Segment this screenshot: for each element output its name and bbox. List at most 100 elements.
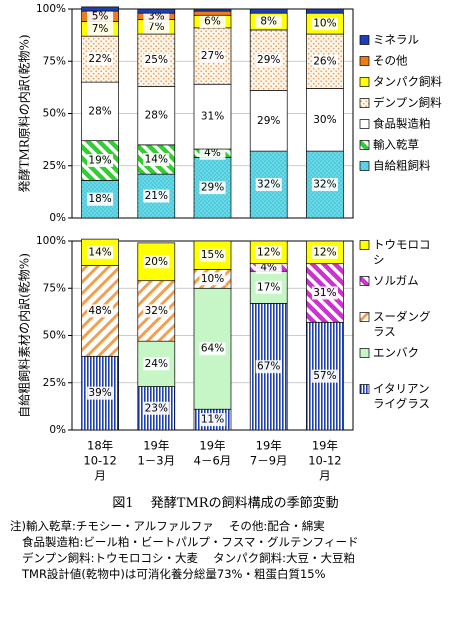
forage-y-axis-label: 自給粗飼料素材の内訳(乾物%) (17, 253, 32, 418)
forage-legend-label: イタリアン (373, 382, 430, 396)
forage-data-label: 10% (201, 273, 224, 285)
tmr-bar-segment-mineral (193, 8, 232, 12)
tmr-data-label-bg (143, 53, 170, 67)
tmr-data-label-bg (87, 9, 114, 23)
note-line-1: 注)輸入乾草:チモシー・アルファルファ その他:配合・綿実 (10, 519, 325, 533)
tmr-data-label: 25% (145, 54, 168, 66)
tmr-data-label: 21% (145, 190, 168, 202)
note-line-3: デンプン飼料:トウモロコシ・大麦 タンパク飼料:大豆・大豆粕 (22, 551, 356, 565)
tmr-data-label-bg (87, 52, 114, 66)
tmr-data-label: 29% (257, 54, 280, 66)
tmr-y-tick-label: 25% (43, 160, 66, 172)
tmr-data-label-bg (87, 22, 114, 36)
tmr-data-label: 22% (88, 53, 111, 65)
forage-y-tick-label: 50% (43, 330, 66, 342)
tmr-bar-segment-mineral (249, 8, 288, 14)
forage-legend-label: エンバク (373, 346, 419, 360)
tmr-data-label-bg (199, 146, 226, 160)
forage-legend-swatch-ryegrass (359, 384, 370, 394)
forage-data-label: 57% (313, 370, 336, 382)
tmr-data-label-bg (255, 178, 282, 192)
forage-data-label: 4% (260, 261, 277, 273)
tmr-data-label: 29% (257, 115, 280, 127)
tmr-data-label-bg (199, 49, 226, 63)
tmr-data-label: 27% (201, 50, 224, 62)
forage-data-label: 12% (313, 246, 336, 258)
forage-data-label: 31% (313, 287, 336, 299)
forage-data-label: 67% (257, 361, 280, 373)
tmr-legend-swatch-imported_hay (359, 140, 370, 150)
tmr-data-label-bg (255, 114, 282, 128)
forage-data-label: 24% (145, 358, 168, 370)
tmr-legend-swatch-home_grown (359, 161, 370, 171)
tmr-data-label: 7% (92, 23, 109, 35)
x-category-label: 月 (319, 469, 331, 483)
x-category-label: 19年 (199, 439, 225, 453)
x-category-label: 19年 (256, 439, 282, 453)
forage-legend-label-cont: ラス (373, 325, 396, 339)
forage-y-tick-label: 0% (49, 424, 66, 436)
tmr-bar-segment-mineral (137, 8, 176, 14)
tmr-data-label: 18% (88, 193, 111, 205)
forage-data-label: 17% (257, 281, 280, 293)
forage-data-label-bg (143, 401, 170, 415)
forage-data-label: 20% (145, 256, 168, 268)
tmr-data-label: 31% (201, 111, 224, 123)
tmr-data-label: 29% (201, 182, 224, 194)
forage-data-label: 12% (257, 246, 280, 258)
forage-data-label-bg (143, 357, 170, 371)
tmr-legend-label: ミネラル (373, 33, 419, 47)
tmr-data-label: 26% (313, 55, 336, 67)
note-line-4: TMR設計値(乾物中)は可消化養分総量73%・粗蛋白質15% (22, 567, 326, 581)
forage-data-label: 39% (88, 387, 111, 399)
tmr-data-label: 8% (260, 16, 277, 28)
tmr-data-label: 7% (148, 21, 165, 33)
tmr-data-label-bg (255, 53, 282, 67)
forage-legend-label: ソルガム (373, 274, 419, 288)
tmr-data-label: 10% (313, 18, 336, 30)
note-line-2: 食品製造粕:ビール粕・ビートパルプ・フスマ・グルテンフィード (22, 535, 359, 549)
x-category-label: 7－9月 (250, 454, 288, 468)
tmr-data-label: 19% (88, 155, 111, 167)
forage-data-label-bg (87, 386, 114, 400)
tmr-data-label-bg (311, 113, 338, 127)
forage-data-label-bg (143, 255, 170, 269)
forage-legend-label-cont: ライグラス (373, 397, 430, 411)
tmr-data-label-bg (87, 154, 114, 168)
forage-legend-swatch-corn (359, 240, 370, 250)
tmr-data-label-bg (199, 15, 226, 29)
tmr-data-label: 32% (313, 179, 336, 191)
tmr-data-label: 5% (92, 10, 109, 22)
forage-data-label-bg (255, 245, 282, 259)
tmr-legend-swatch-byproduct (359, 119, 370, 129)
tmr-bar-segment-mineral (306, 8, 344, 14)
forage-data-label: 32% (145, 305, 168, 317)
tmr-data-label-bg (143, 152, 170, 166)
tmr-data-label: 32% (257, 179, 280, 191)
x-category-label: 19年 (312, 439, 338, 453)
tmr-data-label-bg (255, 15, 282, 29)
tmr-data-label-bg (311, 178, 338, 192)
tmr-legend-label: タンパク飼料 (373, 75, 442, 89)
tmr-y-axis-label: 発酵TMR原料の内訳(乾物%) (17, 34, 32, 192)
tmr-legend-swatch-other (359, 56, 370, 66)
forage-legend-swatch-oat (359, 348, 370, 358)
tmr-bar-segment-other (193, 10, 232, 16)
figure-caption: 図1 発酵TMRの飼料構成の季節変動 (112, 496, 339, 511)
tmr-data-label-bg (311, 54, 338, 68)
forage-y-tick-label: 25% (43, 377, 66, 389)
tmr-bar-segment-mineral (81, 6, 119, 12)
forage-data-label-bg (255, 280, 282, 294)
tmr-legend-label: 食品製造粕 (373, 117, 431, 131)
forage-data-label-bg (199, 413, 226, 427)
tmr-y-tick-label: 0% (49, 212, 66, 224)
forage-data-label: 23% (145, 402, 168, 414)
tmr-data-label-bg (143, 109, 170, 123)
forage-y-tick-label: 75% (43, 282, 66, 294)
forage-data-label-bg (311, 286, 338, 300)
x-category-label: 10-12 (308, 454, 341, 468)
forage-data-label-bg (87, 304, 114, 318)
forage-data-label-bg (255, 360, 282, 374)
forage-y-tick-label: 100% (36, 235, 66, 247)
x-category-label: 18年 (87, 439, 113, 453)
